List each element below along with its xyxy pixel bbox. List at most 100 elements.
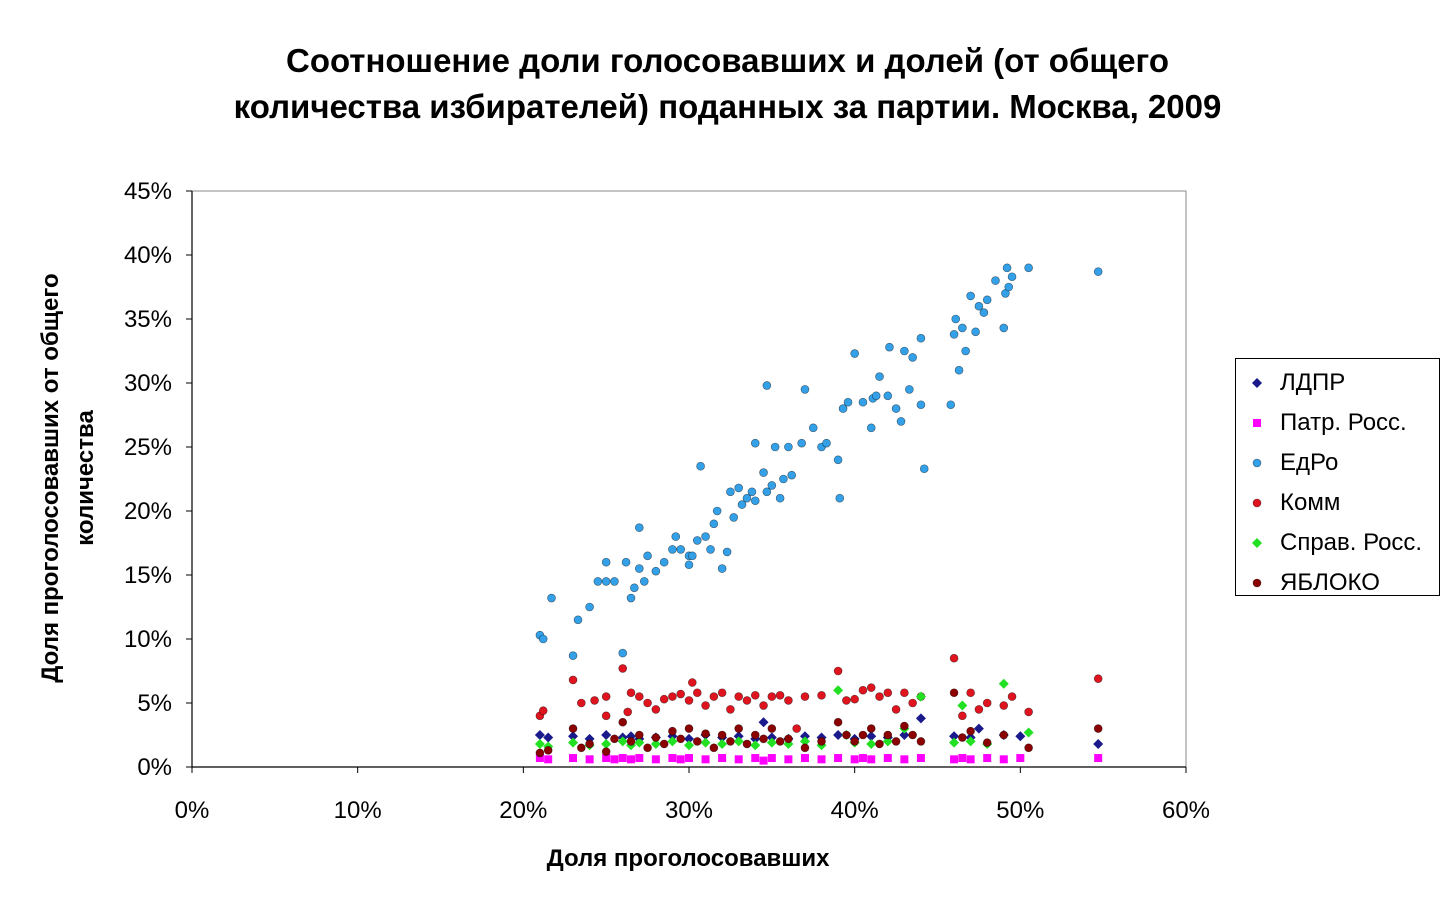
data-point [602, 754, 611, 763]
y-tick-label: 45% [124, 178, 172, 205]
data-point [733, 731, 744, 742]
data-point [784, 696, 793, 705]
data-point [1093, 674, 1103, 683]
data-point [957, 700, 968, 711]
data-point [905, 385, 914, 394]
data-point [971, 327, 980, 337]
data-point [626, 737, 636, 746]
data-point [709, 692, 719, 701]
data-point [734, 755, 743, 764]
data-point [858, 730, 868, 740]
legend-label: ЛДПР [1280, 369, 1346, 396]
data-point [999, 701, 1009, 710]
legend-marker-icon [1246, 536, 1268, 550]
data-point [726, 705, 735, 714]
x-tick-label: 50% [996, 797, 1044, 824]
data-point [734, 724, 744, 733]
data-point [800, 692, 810, 701]
data-point [974, 705, 984, 714]
data-point [883, 688, 893, 698]
data-point [758, 717, 769, 728]
data-point [833, 455, 843, 465]
y-tick-label: 40% [124, 242, 172, 269]
data-point [916, 737, 926, 746]
data-point [883, 754, 892, 763]
data-point [950, 755, 959, 764]
data-point [668, 545, 677, 554]
data-point [1023, 727, 1034, 738]
data-point [668, 726, 677, 736]
data-point [737, 500, 747, 509]
data-point [954, 365, 964, 375]
data-point [833, 666, 843, 676]
legend-label: Комм [1280, 489, 1341, 516]
data-point [775, 737, 785, 746]
legend-item: Справ. Росс. [1246, 523, 1439, 563]
data-point [573, 615, 583, 625]
data-point [850, 737, 859, 746]
data-point [651, 733, 661, 742]
data-point [590, 696, 599, 705]
data-point [974, 301, 984, 311]
legend-label: Справ. Росс. [1280, 529, 1423, 556]
y-tick-label: 15% [124, 562, 172, 589]
data-point [899, 730, 910, 740]
data-point [1015, 731, 1026, 742]
data-point [635, 754, 644, 763]
data-point [1093, 738, 1104, 749]
data-point [1024, 263, 1033, 273]
data-point [784, 734, 793, 744]
data-point [871, 391, 881, 401]
data-point [742, 493, 752, 503]
series-group [535, 263, 1103, 660]
data-point [866, 731, 877, 742]
data-point [885, 342, 894, 352]
data-point [867, 755, 876, 764]
legend-marker-icon [1246, 576, 1268, 590]
legend-marker-shape [1252, 538, 1262, 548]
data-point [799, 731, 810, 742]
series-group [535, 754, 1103, 765]
legend-marker-shape [1252, 458, 1262, 468]
data-point [833, 685, 844, 696]
x-tick-label: 30% [665, 797, 713, 824]
data-point [643, 743, 652, 753]
chart-title-line1: Соотношение доли голосовавших и долей (о… [285, 42, 1170, 79]
data-point [643, 551, 652, 561]
data-point [949, 737, 960, 748]
data-point [966, 688, 975, 698]
data-point [759, 756, 768, 765]
data-point [618, 754, 627, 763]
data-point [908, 730, 917, 740]
legend-item: ЯБЛОКО [1246, 563, 1439, 603]
data-point [733, 736, 744, 747]
data-point [1094, 754, 1103, 763]
data-point [593, 577, 603, 586]
data-point [601, 738, 612, 749]
data-point [916, 400, 926, 410]
y-tick-label: 10% [124, 626, 172, 653]
data-point [946, 400, 956, 410]
data-point [835, 493, 845, 503]
data-point [601, 692, 611, 701]
axes: 0% 5% 10% 15% 20% 25% 30% 35% 40% 45% 0% 10% 20% 30% 4… [124, 178, 1210, 824]
data-point [568, 731, 579, 742]
data-point [822, 438, 831, 448]
data-point [701, 755, 710, 764]
data-point [858, 754, 867, 763]
data-point [883, 730, 893, 740]
data-point [866, 683, 876, 692]
data-point [750, 730, 760, 740]
legend-label: Патр. Росс. [1280, 409, 1407, 436]
data-point [759, 734, 768, 744]
data-point [1016, 754, 1025, 763]
data-point [800, 743, 810, 753]
data-point [750, 691, 760, 700]
data-point [965, 736, 976, 747]
data-point [949, 688, 959, 698]
data-point [676, 734, 686, 744]
data-point [538, 706, 548, 715]
data-point [634, 692, 644, 701]
data-point [792, 724, 801, 733]
